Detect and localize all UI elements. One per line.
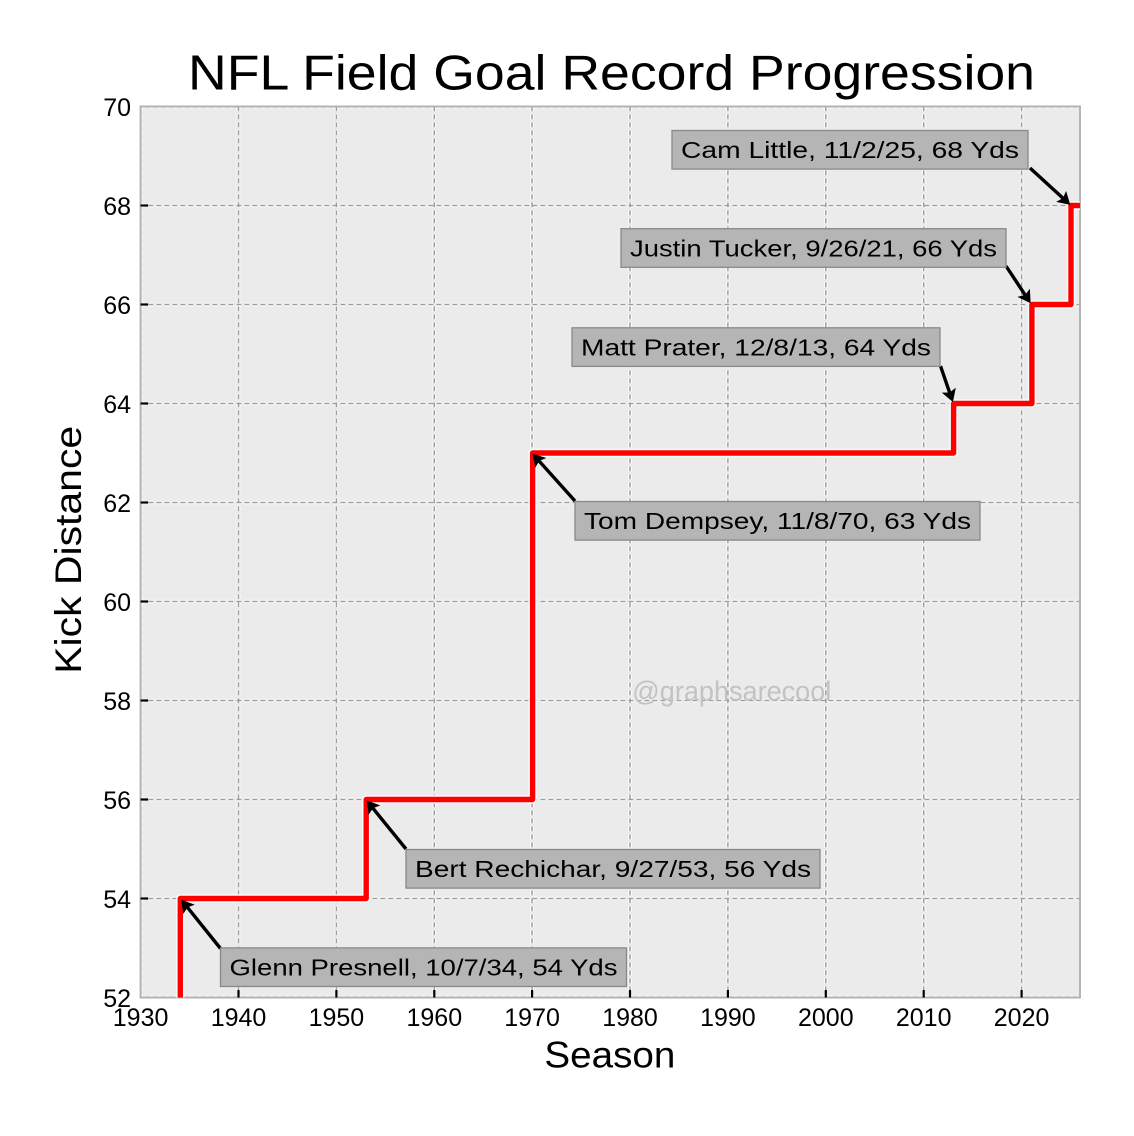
svg-text:Cam Little, 11/2/25, 68 Yds: Cam Little, 11/2/25, 68 Yds <box>681 137 1019 163</box>
svg-text:2020: 2020 <box>994 1004 1050 1032</box>
svg-text:1960: 1960 <box>406 1004 462 1032</box>
svg-text:NFL Field Goal Record Progress: NFL Field Goal Record Progression <box>188 46 1035 100</box>
svg-text:2010: 2010 <box>896 1004 952 1032</box>
svg-text:66: 66 <box>103 292 131 320</box>
svg-text:Bert Rechichar, 9/27/53, 56 Yd: Bert Rechichar, 9/27/53, 56 Yds <box>415 856 811 882</box>
svg-text:Season: Season <box>544 1035 675 1076</box>
svg-text:2000: 2000 <box>798 1004 854 1032</box>
svg-text:1950: 1950 <box>309 1004 365 1032</box>
svg-text:1990: 1990 <box>700 1004 756 1032</box>
svg-text:58: 58 <box>103 688 131 716</box>
svg-text:@graphsarecool: @graphsarecool <box>632 676 831 707</box>
svg-text:Glenn Presnell, 10/7/34, 54 Yd: Glenn Presnell, 10/7/34, 54 Yds <box>230 955 618 981</box>
svg-text:60: 60 <box>103 589 131 617</box>
svg-text:Tom Dempsey, 11/8/70, 63 Yds: Tom Dempsey, 11/8/70, 63 Yds <box>584 508 971 534</box>
svg-text:Matt Prater, 12/8/13, 64 Yds: Matt Prater, 12/8/13, 64 Yds <box>581 335 931 361</box>
svg-text:64: 64 <box>103 391 131 419</box>
svg-text:Justin Tucker, 9/26/21, 66 Yds: Justin Tucker, 9/26/21, 66 Yds <box>630 235 997 261</box>
svg-text:54: 54 <box>103 886 131 914</box>
svg-text:56: 56 <box>103 787 131 815</box>
svg-text:62: 62 <box>103 490 131 518</box>
svg-text:70: 70 <box>103 94 131 122</box>
svg-text:1970: 1970 <box>504 1004 560 1032</box>
svg-text:1940: 1940 <box>211 1004 267 1032</box>
svg-text:1980: 1980 <box>602 1004 658 1032</box>
svg-text:52: 52 <box>103 985 131 1013</box>
svg-text:68: 68 <box>103 193 131 221</box>
svg-text:Kick Distance: Kick Distance <box>48 426 89 674</box>
svg-text:1930: 1930 <box>113 1004 169 1032</box>
